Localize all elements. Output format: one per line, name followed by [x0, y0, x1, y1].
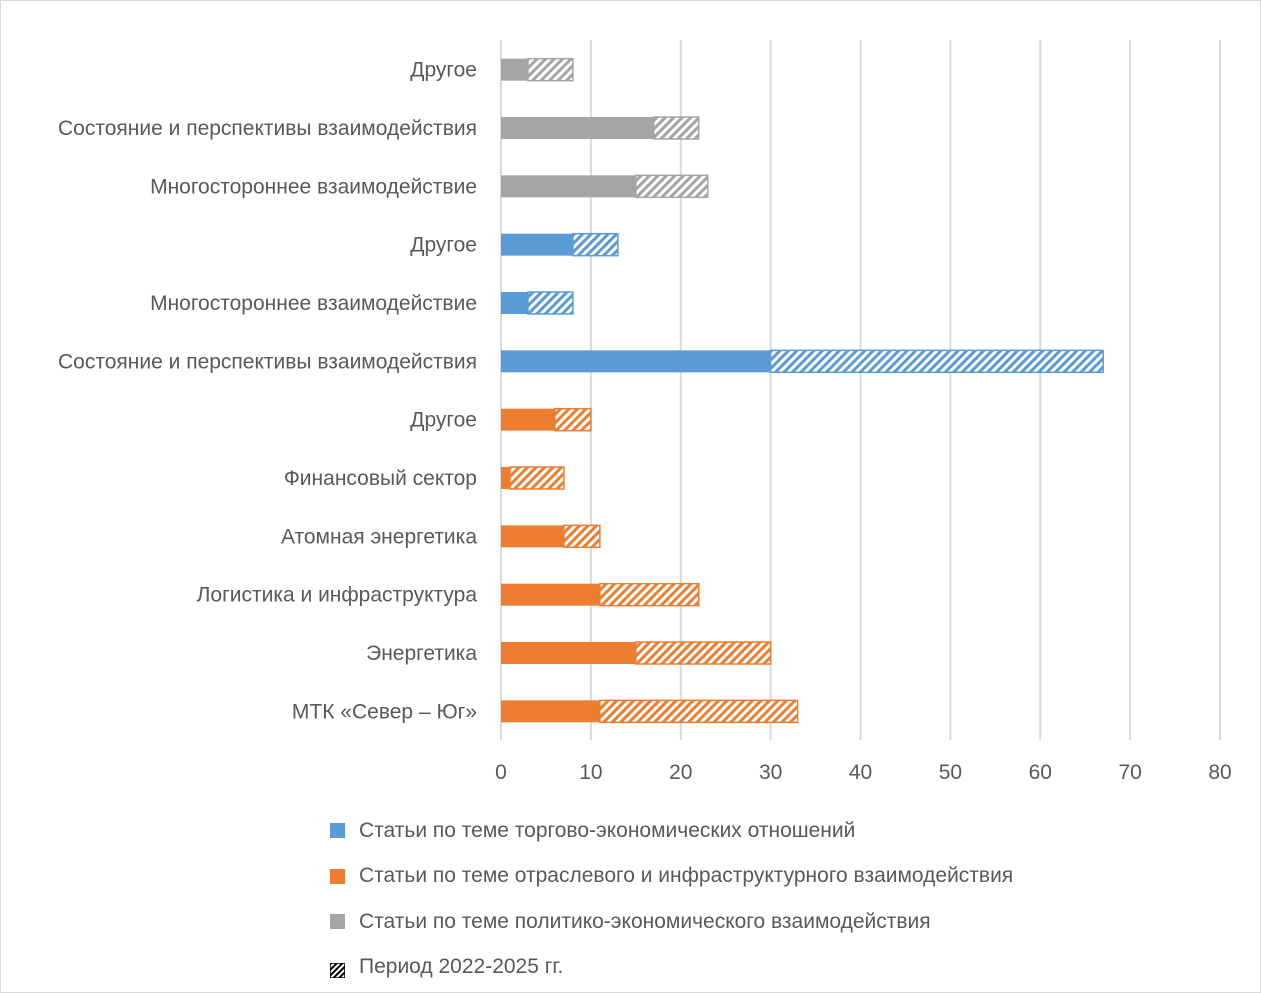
bar-segment-before-2022	[501, 292, 528, 314]
bar-segment-before-2022	[501, 233, 573, 256]
bar-chart: Другое Состояние и перспективы взаимодейс…	[58, 40, 1232, 784]
category-label: Другое	[410, 409, 477, 432]
legend-item-period: Период 2022-2025 гг.	[329, 945, 1013, 991]
bar-segment-before-2022	[501, 117, 654, 139]
x-tick-label: 30	[759, 761, 782, 784]
category-label: Другое	[410, 234, 477, 257]
bar-segment-before-2022	[501, 700, 600, 723]
bar-segment-2022-2025	[769, 349, 1104, 374]
bar-segment-before-2022	[501, 642, 636, 664]
category-label: Многостороннее взаимодействие	[150, 292, 477, 315]
bar-segment-2022-2025	[554, 407, 592, 432]
bar-segment-before-2022	[501, 583, 600, 606]
bar-segment-before-2022	[501, 525, 564, 548]
legend-swatch-icon	[329, 960, 346, 979]
category-label: Состояние и перспективы взаимодействия	[58, 350, 477, 373]
category-label: МТК «Север – Юг»	[292, 700, 477, 723]
category-label: Энергетика	[366, 642, 477, 665]
bar-segment-2022-2025	[599, 582, 700, 607]
bar-segment-2022-2025	[509, 466, 565, 490]
x-tick-label: 40	[849, 761, 872, 784]
legend-label: Статьи по теме торгово-экономических отн…	[359, 818, 856, 842]
bar-segment-2022-2025	[653, 116, 700, 140]
bar-segment-before-2022	[501, 58, 528, 81]
legend-item-sector: Статьи по теме отраслевого и инфраструкт…	[330, 854, 1013, 900]
category-label: Логистика и инфраструктура	[197, 584, 478, 607]
legend-swatch-icon	[330, 868, 345, 884]
x-tick-label: 80	[1208, 761, 1231, 784]
bar-segment-2022-2025	[527, 57, 574, 82]
x-tick-label: 10	[579, 761, 602, 784]
bar-segment-2022-2025	[599, 699, 799, 724]
bar-segment-2022-2025	[572, 232, 619, 257]
bar-segment-2022-2025	[563, 524, 601, 549]
x-tick-label: 50	[939, 761, 962, 784]
legend-item-trade: Статьи по теме торгово-экономических отн…	[330, 808, 1013, 854]
category-label: Финансовый сектор	[284, 467, 477, 490]
category-label: Многостороннее взаимодействие	[150, 175, 477, 198]
legend: Статьи по теме торгово-экономических отн…	[329, 808, 1013, 991]
x-tick-label: 60	[1029, 761, 1052, 784]
bar-segment-before-2022	[501, 408, 555, 431]
bar-segment-before-2022	[501, 175, 636, 198]
x-tick-label: 20	[669, 761, 692, 784]
bar-segment-before-2022	[501, 350, 771, 373]
legend-swatch-icon	[330, 914, 345, 930]
bar-segment-2022-2025	[527, 291, 574, 315]
bar-segment-2022-2025	[635, 641, 772, 665]
x-tick-label: 70	[1118, 761, 1141, 784]
category-label: Другое	[410, 59, 477, 82]
legend-label: Статьи по теме отраслевого и инфраструкт…	[359, 864, 1014, 888]
x-tick-label: 0	[495, 761, 507, 784]
legend-item-political: Статьи по теме политико-экономического в…	[330, 899, 1013, 945]
legend-label: Период 2022-2025 гг.	[359, 955, 564, 979]
category-label: Атомная энергетика	[281, 525, 477, 548]
bar-segment-2022-2025	[635, 174, 709, 199]
category-label: Состояние и перспективы взаимодействия	[58, 117, 477, 140]
bar-segment-before-2022	[501, 467, 510, 489]
legend-label: Статьи по теме политико-экономического в…	[359, 909, 931, 933]
legend-swatch-icon	[330, 823, 345, 839]
